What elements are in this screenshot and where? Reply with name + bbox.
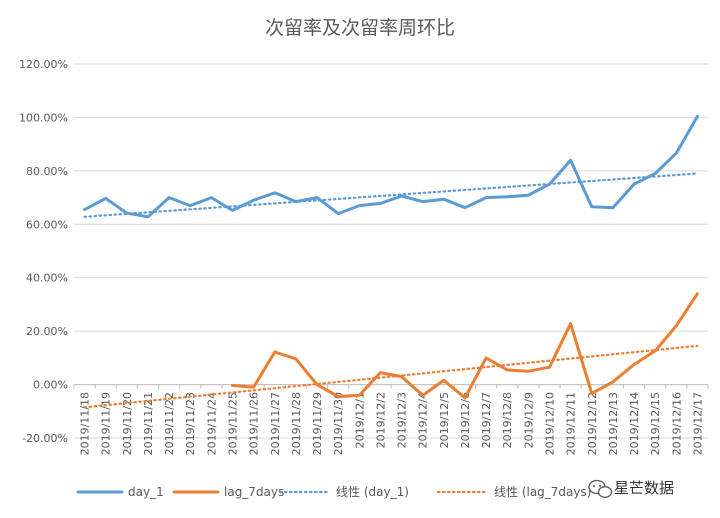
- x-tick-label: 2019/11/28: [290, 392, 303, 455]
- x-tick-label: 2019/12/6: [459, 392, 472, 448]
- x-tick-label: 2019/12/11: [565, 392, 578, 455]
- legend-label: 线性 (lag_7days): [494, 485, 591, 499]
- x-tick-label: 2019/11/30: [332, 392, 345, 455]
- x-tick-label: 2019/12/17: [691, 392, 704, 455]
- trendline: [83, 172, 699, 218]
- x-tick-label: 2019/11/19: [100, 392, 113, 455]
- y-tick-label: 20.00%: [26, 325, 68, 338]
- y-axis-tick-labels: -20.00% 0.00% 20.00% 40.00% 60.00% 80.00% 100.…: [19, 58, 68, 445]
- x-tick-label: 2019/11/20: [121, 392, 134, 455]
- x-tick-label: 2019/11/27: [269, 392, 282, 455]
- x-tick-label: 2019/12/1: [353, 392, 366, 448]
- x-tick-label: 2019/12/3: [396, 392, 409, 448]
- x-tick-label: 2019/12/5: [438, 392, 451, 448]
- y-tick-label: 120.00%: [19, 58, 68, 71]
- x-tick-label: 2019/12/8: [501, 392, 514, 448]
- y-tick-label: 40.00%: [26, 272, 68, 285]
- legend: day_1 lag_7days 线性 (day_1) 线性 (lag_7days): [76, 485, 591, 499]
- x-tick-label: 2019/12/7: [480, 392, 493, 448]
- legend-label: lag_7days: [224, 485, 284, 499]
- x-tick-label: 2019/12/13: [607, 392, 620, 455]
- x-tick-label: 2019/11/21: [142, 392, 155, 455]
- y-tick-label: -20.00%: [22, 432, 68, 445]
- legend-label: day_1: [128, 485, 164, 499]
- y-tick-label: 0.00%: [33, 379, 68, 392]
- x-tick-label: 2019/11/25: [227, 392, 240, 455]
- legend-label: 线性 (day_1): [336, 485, 409, 499]
- x-tick-label: 2019/12/9: [522, 392, 535, 448]
- x-tick-label: 2019/11/26: [248, 392, 261, 455]
- x-tick-label: 2019/12/12: [586, 392, 599, 455]
- y-tick-label: 100.00%: [19, 111, 68, 124]
- series-line: [231, 292, 699, 400]
- x-tick-label: 2019/12/2: [374, 392, 387, 448]
- y-tick-label: 80.00%: [26, 165, 68, 178]
- x-tick-label: 2019/11/24: [205, 392, 218, 455]
- x-tick-label: 2019/12/14: [628, 392, 641, 455]
- x-tick-label: 2019/12/16: [670, 392, 683, 455]
- x-tick-label: 2019/11/23: [184, 392, 197, 455]
- x-tick-label: 2019/11/22: [163, 392, 176, 455]
- watermark-text: 星芒数据: [614, 479, 674, 497]
- x-tick-label: 2019/11/18: [79, 392, 92, 455]
- series-lines: [83, 114, 699, 400]
- watermark: 星芒数据: [588, 479, 674, 498]
- x-tick-label: 2019/11/29: [311, 392, 324, 455]
- series-line: [83, 114, 699, 219]
- wechat-icon: [588, 479, 613, 498]
- x-tick-label: 2019/12/10: [544, 392, 557, 455]
- trendlines: [83, 172, 699, 409]
- x-tick-label: 2019/12/4: [417, 392, 430, 448]
- y-tick-label: 60.00%: [26, 218, 68, 231]
- x-axis-tick-labels: 2019/11/18 2019/11/19 2019/11/20 2019/11/21…: [79, 392, 705, 455]
- x-tick-label: 2019/12/15: [649, 392, 662, 455]
- chart-title: 次留率及次留率周环比: [265, 17, 455, 39]
